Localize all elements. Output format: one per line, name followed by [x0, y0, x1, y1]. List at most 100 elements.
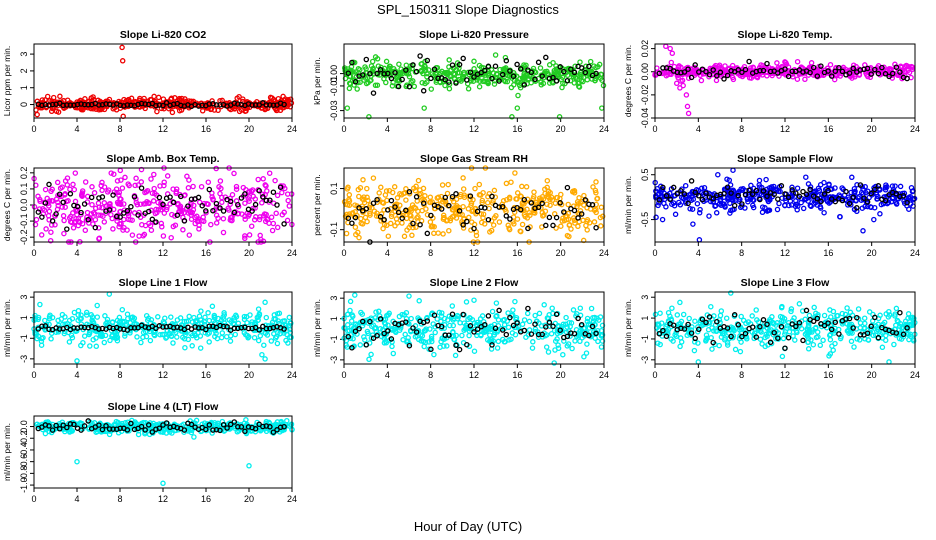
- reference-point: [496, 78, 502, 84]
- x-tick-label: 12: [780, 124, 790, 134]
- reference-point: [667, 65, 673, 72]
- data-point: [862, 325, 868, 331]
- data-point: [514, 190, 521, 196]
- data-point: [47, 237, 54, 244]
- data-point: [844, 305, 850, 311]
- data-point: [225, 205, 231, 212]
- reference-point: [535, 204, 542, 211]
- data-point: [428, 223, 435, 230]
- data-point: [158, 220, 165, 227]
- data-point: [877, 211, 883, 217]
- data-point: [480, 318, 487, 325]
- data-point: [242, 216, 248, 222]
- data-point: [348, 318, 355, 324]
- data-point: [532, 328, 539, 335]
- data-point: [477, 78, 483, 84]
- data-point: [392, 328, 399, 334]
- data-point: [190, 183, 196, 190]
- data-point: [872, 183, 879, 190]
- data-point: [161, 105, 167, 112]
- reference-point: [571, 69, 578, 76]
- reference-point: [582, 69, 589, 76]
- reference-point: [507, 216, 513, 222]
- reference-point: [406, 189, 413, 195]
- data-point: [396, 313, 403, 320]
- x-tick-label: 16: [823, 248, 833, 258]
- data-point: [199, 108, 206, 114]
- data-point: [70, 210, 76, 216]
- reference-point: [753, 187, 760, 194]
- reference-point: [124, 102, 131, 108]
- data-point: [755, 319, 762, 325]
- reference-point: [710, 67, 716, 73]
- reference-point: [688, 74, 695, 81]
- data-point: [839, 310, 846, 317]
- x-tick-label: 16: [201, 370, 211, 380]
- reference-point: [456, 346, 463, 353]
- data-point: [593, 179, 599, 185]
- data-point: [453, 332, 459, 339]
- data-point: [458, 191, 464, 198]
- data-point: [271, 331, 277, 337]
- data-point: [748, 182, 754, 189]
- data-point: [889, 183, 896, 189]
- data-point: [182, 344, 188, 351]
- data-point: [493, 313, 499, 320]
- data-point: [360, 177, 366, 183]
- reference-point: [521, 327, 528, 334]
- x-tick-label: 4: [385, 248, 390, 258]
- reference-point: [749, 324, 756, 330]
- data-point: [117, 167, 124, 174]
- data-point: [851, 344, 857, 350]
- x-tick-label: 4: [74, 248, 79, 258]
- reference-point: [688, 330, 695, 336]
- y-tick-label: 3: [640, 295, 650, 300]
- data-point: [538, 79, 544, 85]
- data-point: [726, 177, 733, 183]
- x-tick-label: 20: [556, 124, 566, 134]
- reference-point: [757, 196, 763, 203]
- reference-point: [471, 225, 477, 232]
- data-point: [529, 345, 536, 351]
- data-point: [122, 420, 129, 426]
- data-point: [656, 191, 662, 197]
- data-point: [347, 307, 353, 314]
- data-point: [341, 65, 348, 71]
- data-point: [839, 321, 846, 327]
- data-point: [710, 198, 717, 205]
- data-point: [867, 329, 873, 336]
- reference-point: [163, 100, 170, 106]
- reference-point: [514, 61, 520, 68]
- x-tick-label: 24: [910, 124, 920, 134]
- data-point: [661, 200, 667, 207]
- reference-point: [800, 337, 806, 344]
- reference-point: [685, 200, 691, 207]
- reference-point: [517, 66, 524, 72]
- data-point: [90, 336, 96, 343]
- data-point: [793, 201, 800, 208]
- data-point: [431, 230, 437, 237]
- data-point: [547, 189, 553, 196]
- data-point: [854, 336, 860, 342]
- data-point: [721, 201, 727, 207]
- outlier-point: [685, 110, 692, 117]
- reference-point: [424, 318, 431, 324]
- data-point: [173, 329, 179, 336]
- outlier-point: [551, 360, 557, 366]
- outlier-point: [106, 291, 113, 297]
- data-point: [910, 338, 917, 344]
- data-point: [170, 340, 176, 346]
- data-point: [509, 330, 516, 336]
- data-point: [577, 305, 584, 311]
- reference-point: [464, 77, 470, 83]
- y-tick-label: -0.6: [19, 454, 29, 470]
- reference-point: [374, 332, 380, 339]
- reference-point: [571, 207, 578, 214]
- reference-point: [807, 186, 813, 193]
- data-point: [584, 227, 590, 233]
- data-point: [109, 319, 116, 325]
- reference-point: [149, 216, 156, 223]
- data-point: [392, 223, 398, 229]
- data-point: [829, 343, 835, 349]
